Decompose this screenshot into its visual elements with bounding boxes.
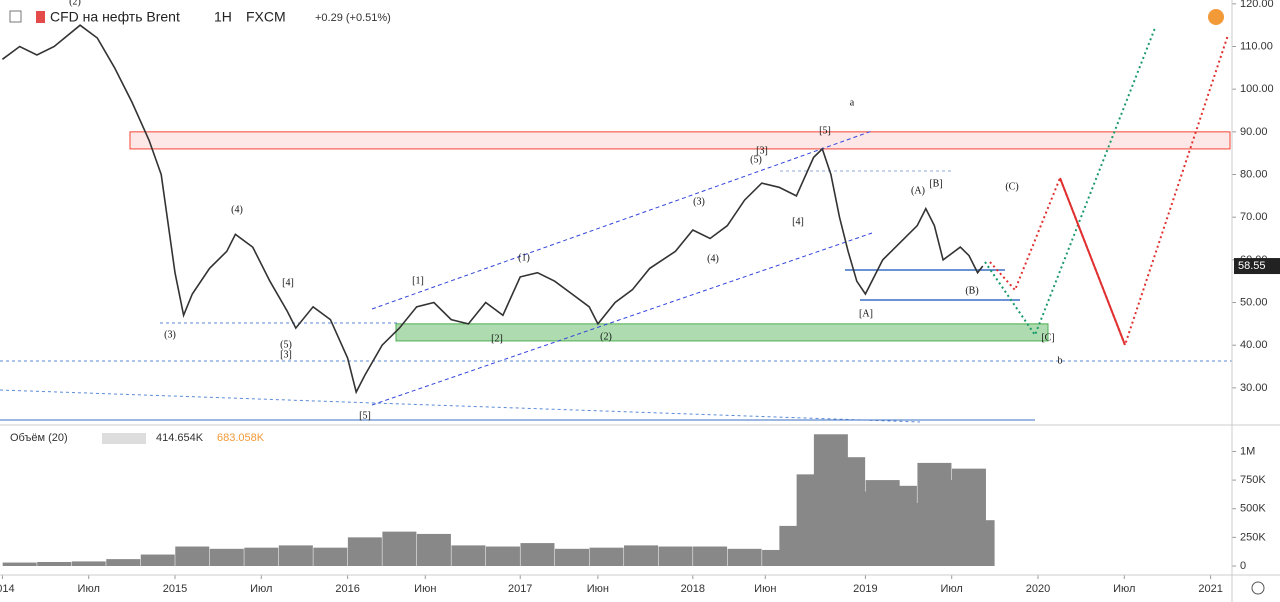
wave-label: (2) <box>600 331 612 342</box>
wave-label: [3] <box>756 145 768 156</box>
zone <box>129 131 1231 150</box>
x-tick-label: Июн <box>414 583 436 595</box>
wave-label: [B] <box>929 178 942 189</box>
volume-bar <box>554 548 589 566</box>
volume-tick-label: 750K <box>1240 474 1266 486</box>
volume-bar <box>244 547 279 566</box>
x-tick-label: Июн <box>587 583 609 595</box>
volume-bar <box>520 543 555 566</box>
volume-title: Объём (20) <box>10 432 68 444</box>
volume-bar <box>37 561 72 566</box>
last-price-label: 58.55 <box>1238 260 1266 272</box>
wave-label: (A) <box>911 185 925 196</box>
x-tick-label: 2018 <box>681 583 705 595</box>
volume-bar <box>313 547 348 566</box>
volume-bar <box>658 546 693 566</box>
wave-label: (4) <box>231 204 243 215</box>
volume-bar <box>71 561 106 566</box>
x-tick-label: 2017 <box>508 583 532 595</box>
volume-bar <box>209 548 244 566</box>
volume-bar <box>347 537 382 566</box>
settings-icon[interactable] <box>1251 581 1265 595</box>
y-tick-label: 90.00 <box>1240 126 1268 138</box>
volume-bar <box>624 545 659 566</box>
x-tick-label: 2020 <box>1026 583 1050 595</box>
price-line <box>1 24 984 395</box>
wave-label: [A] <box>859 308 873 319</box>
y-tick-label: 50.00 <box>1240 296 1268 308</box>
wave-label: [2] <box>491 333 503 344</box>
symbol: CFD на нефть Brent <box>50 9 180 25</box>
wave-label: [3] <box>280 349 292 360</box>
alert-icon[interactable] <box>1208 9 1224 25</box>
wave-label: [1] <box>412 275 424 286</box>
source: FXCM <box>246 9 286 25</box>
wave-label: b <box>1058 355 1063 366</box>
volume-bar <box>106 559 141 566</box>
interval[interactable]: 1H <box>214 9 232 25</box>
volume-bar <box>485 546 520 566</box>
wave-label: (4) <box>707 253 719 264</box>
wave-label: (3) <box>693 196 705 207</box>
volume-bar <box>416 533 451 566</box>
wave-label: [5] <box>819 125 831 136</box>
wave-label: (B) <box>965 285 978 296</box>
volume-controls[interactable] <box>102 433 146 444</box>
y-tick-label: 70.00 <box>1240 211 1268 223</box>
x-tick-label: Июл <box>78 583 100 595</box>
volume-bar <box>960 520 995 566</box>
volume-tick-label: 250K <box>1240 531 1266 543</box>
volume-bar <box>451 545 486 566</box>
volume-tick-label: 500K <box>1240 503 1266 515</box>
wave-label: [C] <box>1041 332 1054 343</box>
x-tick-label: Июн <box>754 583 776 595</box>
volume-value: 414.654K <box>156 432 204 444</box>
volume-tick-label: 1M <box>1240 445 1255 457</box>
wave-label: [4] <box>792 216 804 227</box>
volume-bar <box>727 548 762 566</box>
wave-label: (5) <box>750 154 762 165</box>
channel-line <box>371 130 873 310</box>
x-tick-label: Июл <box>250 583 272 595</box>
projection <box>989 34 1229 348</box>
x-tick-label: 2019 <box>853 583 877 595</box>
volume-bar <box>140 554 175 566</box>
volume-tick-label: 0 <box>1240 560 1246 572</box>
last-price-box <box>1234 258 1280 275</box>
y-tick-label: 30.00 <box>1240 382 1268 394</box>
wave-label: (2) <box>69 0 81 7</box>
y-tick-label: 80.00 <box>1240 168 1268 180</box>
volume-value: 683.058K <box>217 432 265 444</box>
wave-label: a <box>850 97 855 108</box>
volume-bar <box>693 546 728 566</box>
x-tick-label: 2015 <box>163 583 187 595</box>
change: +0.29 (+0.51%) <box>315 12 391 24</box>
y-tick-label: 110.00 <box>1240 40 1273 52</box>
x-tick-label: 2016 <box>335 583 359 595</box>
symbol-icon <box>36 11 45 23</box>
collapse-button[interactable] <box>9 10 22 23</box>
y-tick-label: 120.00 <box>1240 0 1274 10</box>
wave-label: (C) <box>1005 181 1018 192</box>
volume-bar <box>175 546 210 566</box>
x-tick-label: 2014 <box>0 583 15 595</box>
x-tick-label: 2021 <box>1198 583 1222 595</box>
y-tick-label: 40.00 <box>1240 339 1268 351</box>
volume-bar <box>278 545 313 566</box>
wave-label: (1) <box>518 252 530 263</box>
x-tick-label: Июл <box>1113 583 1135 595</box>
wave-label: (5) <box>280 339 292 350</box>
wave-label: [5] <box>359 410 371 421</box>
projection <box>1059 177 1126 346</box>
y-tick-label: 100.00 <box>1240 83 1274 95</box>
wave-label: (3) <box>164 329 176 340</box>
volume-bar <box>589 547 624 566</box>
wave-label: [4] <box>282 277 294 288</box>
volume-bar <box>2 562 37 566</box>
x-tick-label: Июл <box>941 583 963 595</box>
volume-bar <box>382 531 417 566</box>
